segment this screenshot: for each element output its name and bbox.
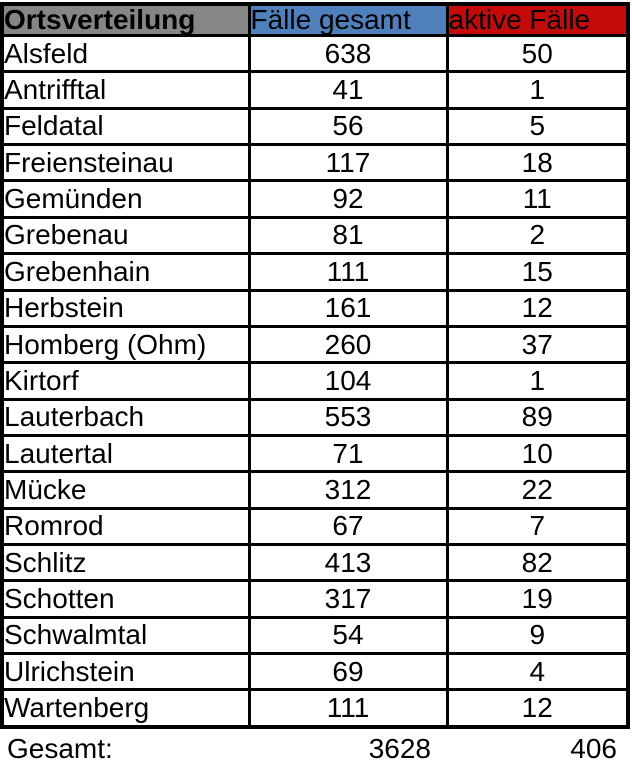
ort-cell: Herbstein — [0, 288, 251, 328]
faelle-gesamt-cell: 41 — [247, 70, 449, 110]
ort-cell: Grebenhain — [0, 252, 251, 292]
table-row: Schwalmtal 54 9 — [0, 615, 630, 656]
column-header-faelle-gesamt: Fälle gesamt — [247, 2, 449, 37]
ort-cell: Kirtorf — [0, 361, 251, 401]
table-row: Antrifftal 41 1 — [0, 70, 630, 110]
table-row: Romrod 67 7 — [0, 506, 630, 547]
aktive-faelle-cell: 18 — [445, 143, 630, 183]
table-row: Wartenberg 111 12 — [0, 688, 630, 729]
table-row: Lauterbach 553 89 — [0, 397, 630, 437]
ort-cell: Grebenau — [0, 215, 251, 256]
aktive-faelle-cell: 12 — [445, 288, 630, 328]
aktive-faelle-cell: 5 — [445, 106, 630, 147]
aktive-faelle-cell: 1 — [445, 361, 630, 401]
aktive-faelle-cell: 19 — [445, 579, 630, 619]
table-row: Gemünden 92 11 — [0, 179, 630, 219]
table-row: Herbstein 161 12 — [0, 288, 630, 328]
column-header-aktive-faelle: aktive Fälle — [445, 2, 630, 37]
aktive-faelle-cell: 37 — [445, 324, 630, 365]
table-row: Alsfeld 638 50 — [0, 33, 630, 74]
aktive-faelle-cell: 7 — [445, 506, 630, 547]
ort-cell: Ulrichstein — [0, 652, 251, 692]
aktive-faelle-cell: 50 — [445, 33, 630, 74]
ort-cell: Wartenberg — [0, 688, 251, 729]
faelle-gesamt-cell: 638 — [247, 33, 449, 74]
aktive-faelle-cell: 82 — [445, 543, 630, 583]
faelle-gesamt-cell: 71 — [247, 433, 449, 474]
totals-row: Gesamt: 3628 406 — [0, 729, 626, 769]
ort-cell: Mücke — [0, 470, 251, 510]
table-row: Schlitz 413 82 — [0, 543, 630, 583]
totals-aktive-faelle: 406 — [570, 733, 617, 764]
aktive-faelle-cell: 4 — [445, 652, 630, 692]
faelle-gesamt-cell: 413 — [247, 543, 449, 583]
ort-cell: Freiensteinau — [0, 143, 251, 183]
aktive-faelle-cell: 11 — [445, 179, 630, 219]
column-header-ortsverteilung: Ortsverteilung — [0, 2, 251, 37]
totals-faelle-gesamt: 3628 — [368, 733, 431, 764]
faelle-gesamt-cell: 553 — [247, 397, 449, 437]
faelle-gesamt-cell: 69 — [247, 652, 449, 692]
aktive-faelle-cell: 22 — [445, 470, 630, 510]
faelle-gesamt-cell: 111 — [247, 252, 449, 292]
faelle-gesamt-cell: 260 — [247, 324, 449, 365]
aktive-faelle-cell: 89 — [445, 397, 630, 437]
ort-cell: Feldatal — [0, 106, 251, 147]
table-row: Grebenau 81 2 — [0, 215, 630, 256]
faelle-gesamt-cell: 81 — [247, 215, 449, 256]
faelle-gesamt-cell: 56 — [247, 106, 449, 147]
faelle-gesamt-cell: 111 — [247, 688, 449, 729]
ort-cell: Lauterbach — [0, 397, 251, 437]
faelle-gesamt-cell: 104 — [247, 361, 449, 401]
aktive-faelle-cell: 10 — [445, 433, 630, 474]
table-row: Homberg (Ohm) 260 37 — [0, 324, 630, 365]
table-body: Alsfeld 638 50 Antrifftal 41 1 Feldatal 56 5 Frei… — [0, 33, 630, 729]
table-row: Mücke 312 22 — [0, 470, 630, 510]
ort-cell: Lautertal — [0, 433, 251, 474]
aktive-faelle-cell: 2 — [445, 215, 630, 256]
table-row: Lautertal 71 10 — [0, 433, 630, 474]
aktive-faelle-cell: 1 — [445, 70, 630, 110]
ort-cell: Schlitz — [0, 543, 251, 583]
aktive-faelle-cell: 15 — [445, 252, 630, 292]
ort-cell: Antrifftal — [0, 70, 251, 110]
table-row: Freiensteinau 117 18 — [0, 143, 630, 183]
ort-cell: Homberg (Ohm) — [0, 324, 251, 365]
faelle-gesamt-cell: 92 — [247, 179, 449, 219]
ort-cell: Romrod — [0, 506, 251, 547]
faelle-gesamt-cell: 312 — [247, 470, 449, 510]
aktive-faelle-cell: 12 — [445, 688, 630, 729]
ort-cell: Alsfeld — [0, 33, 251, 74]
ort-cell: Schotten — [0, 579, 251, 619]
ort-cell: Schwalmtal — [0, 615, 251, 656]
header-row: Ortsverteilung Fälle gesamt aktive Fälle — [0, 2, 630, 37]
ort-cell: Gemünden — [0, 179, 251, 219]
table-row: Ulrichstein 69 4 — [0, 652, 630, 692]
faelle-gesamt-cell: 117 — [247, 143, 449, 183]
table-row: Schotten 317 19 — [0, 579, 630, 619]
faelle-gesamt-cell: 67 — [247, 506, 449, 547]
table-row: Feldatal 56 5 — [0, 106, 630, 147]
faelle-gesamt-cell: 54 — [247, 615, 449, 656]
table-row: Grebenhain 111 15 — [0, 252, 630, 292]
table-row: Kirtorf 104 1 — [0, 361, 630, 401]
case-distribution-table: Ortsverteilung Fälle gesamt aktive Fälle… — [0, 2, 630, 729]
faelle-gesamt-cell: 317 — [247, 579, 449, 619]
faelle-gesamt-cell: 161 — [247, 288, 449, 328]
totals-label: Gesamt: — [7, 733, 113, 764]
aktive-faelle-cell: 9 — [445, 615, 630, 656]
